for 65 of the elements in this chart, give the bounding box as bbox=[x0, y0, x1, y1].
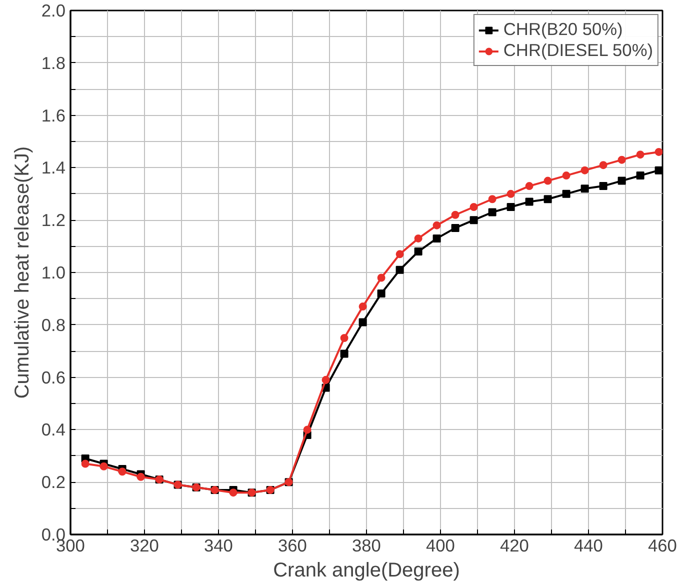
x-tick-label: 360 bbox=[278, 536, 307, 556]
point bbox=[432, 234, 441, 242]
point bbox=[562, 172, 570, 180]
y-tick-label: 2.0 bbox=[41, 0, 66, 20]
point bbox=[432, 221, 441, 230]
y-tick-label: 0.4 bbox=[41, 420, 66, 440]
point bbox=[396, 266, 404, 274]
point bbox=[414, 248, 422, 256]
point bbox=[451, 224, 460, 232]
legend-label: CHR(DIESEL 50%) bbox=[503, 40, 653, 61]
y-tick-label: 0.2 bbox=[41, 472, 66, 492]
point bbox=[340, 334, 348, 342]
x-tick-label: 320 bbox=[130, 536, 159, 556]
point bbox=[525, 182, 534, 190]
point bbox=[229, 488, 238, 497]
point bbox=[396, 250, 404, 258]
point bbox=[451, 210, 460, 219]
point bbox=[470, 216, 478, 224]
point bbox=[488, 208, 496, 216]
point bbox=[654, 148, 662, 156]
x-tick-label: 400 bbox=[426, 536, 455, 556]
point bbox=[599, 182, 608, 190]
legend-label: CHR(B20 50%) bbox=[503, 19, 623, 40]
y-tick-label: 0.6 bbox=[41, 367, 66, 388]
point bbox=[654, 166, 662, 174]
point bbox=[618, 156, 626, 164]
x-tick-label: 460 bbox=[648, 536, 677, 556]
point bbox=[618, 176, 626, 185]
point bbox=[470, 203, 478, 211]
point bbox=[81, 460, 90, 468]
y-tick-label: 1.6 bbox=[41, 105, 66, 126]
point bbox=[636, 172, 644, 180]
point bbox=[100, 462, 108, 470]
point bbox=[414, 234, 422, 242]
y-axis-title: Cumulative heat release(KJ) bbox=[11, 146, 34, 399]
point bbox=[488, 195, 496, 204]
point bbox=[506, 203, 515, 211]
point bbox=[599, 161, 608, 170]
point bbox=[544, 195, 552, 204]
x-tick-label: 380 bbox=[352, 536, 381, 556]
point bbox=[580, 184, 589, 193]
x-tick-label: 440 bbox=[574, 536, 603, 556]
point bbox=[636, 150, 644, 159]
point bbox=[506, 190, 515, 198]
point bbox=[377, 274, 386, 282]
point bbox=[377, 289, 386, 298]
y-tick-label: 1.4 bbox=[41, 158, 66, 178]
point bbox=[136, 472, 145, 481]
y-tick-label: 1.2 bbox=[41, 210, 66, 230]
y-tick-label: 1.0 bbox=[41, 262, 66, 282]
point bbox=[580, 166, 589, 174]
point bbox=[303, 426, 312, 434]
point bbox=[562, 190, 570, 198]
point bbox=[544, 176, 552, 185]
y-tick-label: 0.8 bbox=[41, 314, 66, 335]
point bbox=[118, 468, 126, 476]
point bbox=[358, 318, 367, 326]
point bbox=[322, 376, 330, 384]
x-axis-title: Crank angle(Degree) bbox=[273, 560, 460, 582]
point bbox=[525, 198, 534, 206]
point bbox=[340, 350, 348, 358]
y-tick-label: 1.8 bbox=[41, 52, 66, 73]
x-tick-label: 340 bbox=[204, 536, 233, 556]
point bbox=[358, 302, 367, 311]
x-tick-label: 420 bbox=[500, 536, 529, 556]
